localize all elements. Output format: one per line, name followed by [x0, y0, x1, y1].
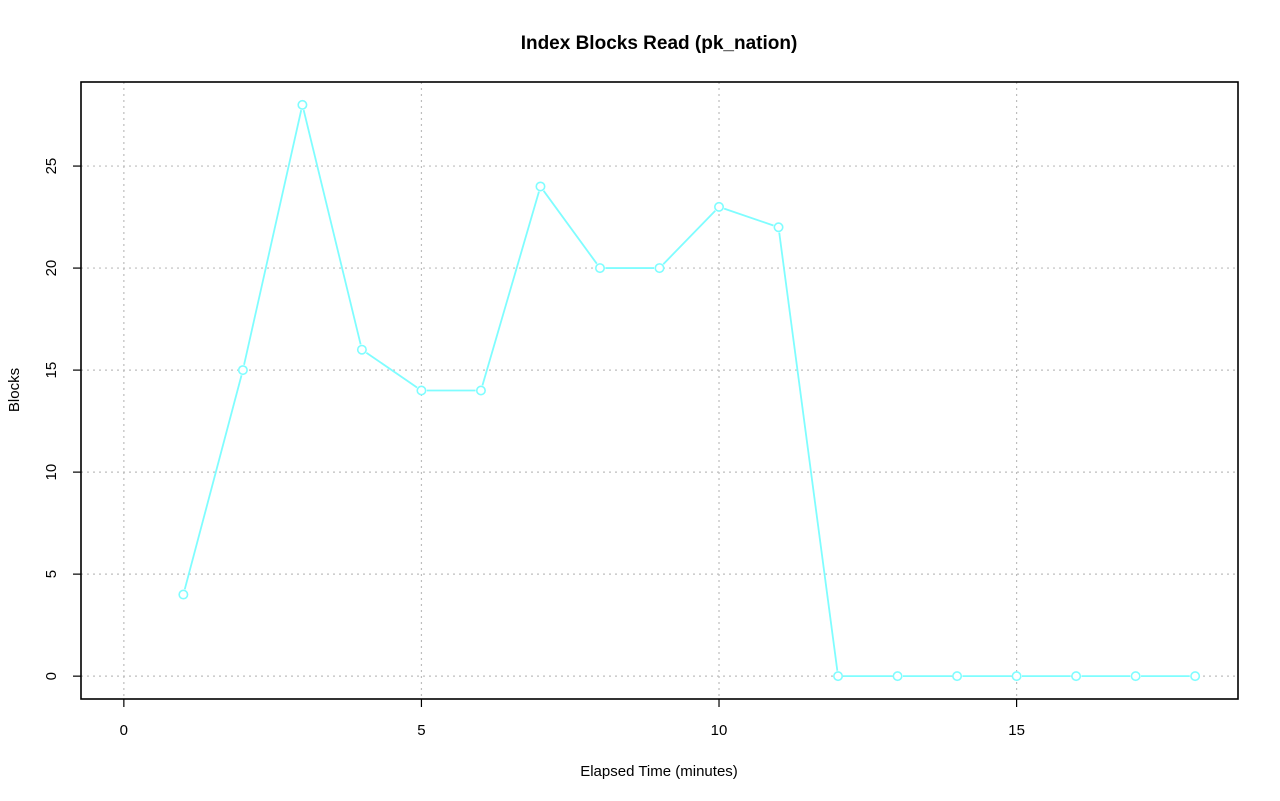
- x-tick-label: 15: [1008, 722, 1025, 739]
- series-line-segment: [243, 109, 303, 366]
- data-point: [892, 671, 903, 682]
- data-point: [356, 344, 367, 355]
- data-point: [952, 671, 963, 682]
- axis-ticks: 0 5 10 15 0 5 10 15 20 25: [43, 158, 1025, 739]
- plot-area-border: [80, 81, 1239, 700]
- series-line-segment: [481, 191, 540, 386]
- data-point: [1130, 671, 1141, 682]
- chart-title: Index Blocks Read (pk_nation): [521, 33, 798, 54]
- data-point: [1190, 671, 1201, 682]
- data-point: [594, 263, 605, 274]
- y-tick-label: 15: [43, 362, 60, 379]
- data-point: [714, 201, 725, 212]
- data-point: [654, 263, 665, 274]
- data-point: [535, 181, 546, 192]
- series-line-segment: [183, 375, 243, 590]
- x-axis-label: Elapsed Time (minutes): [580, 763, 738, 780]
- data-point: [237, 365, 248, 376]
- series-line-segment: [365, 352, 418, 389]
- y-axis-label: Blocks: [6, 368, 23, 412]
- y-tick-label: 5: [43, 570, 60, 578]
- series-line-segment: [723, 207, 774, 227]
- series-line-segment: [542, 190, 598, 265]
- y-tick-label: 0: [43, 672, 60, 680]
- data-point: [833, 671, 844, 682]
- data-point: [297, 99, 308, 110]
- series-line-segment: [302, 109, 362, 345]
- data-point: [1011, 671, 1022, 682]
- data-point: [416, 385, 427, 396]
- x-tick-label: 5: [417, 722, 425, 739]
- y-tick-label: 20: [43, 260, 60, 277]
- y-tick-label: 25: [43, 158, 60, 175]
- data-point: [178, 589, 189, 600]
- y-tick-label: 10: [43, 464, 60, 481]
- data-point: [1071, 671, 1082, 682]
- grid-lines: [81, 82, 1238, 699]
- data-point: [773, 222, 784, 233]
- x-tick-label: 10: [711, 722, 728, 739]
- series-line-segment: [778, 232, 839, 671]
- x-tick-label: 0: [120, 722, 128, 739]
- data-point: [475, 385, 486, 396]
- data-series: [178, 99, 1201, 682]
- series-line-segment: [662, 210, 716, 265]
